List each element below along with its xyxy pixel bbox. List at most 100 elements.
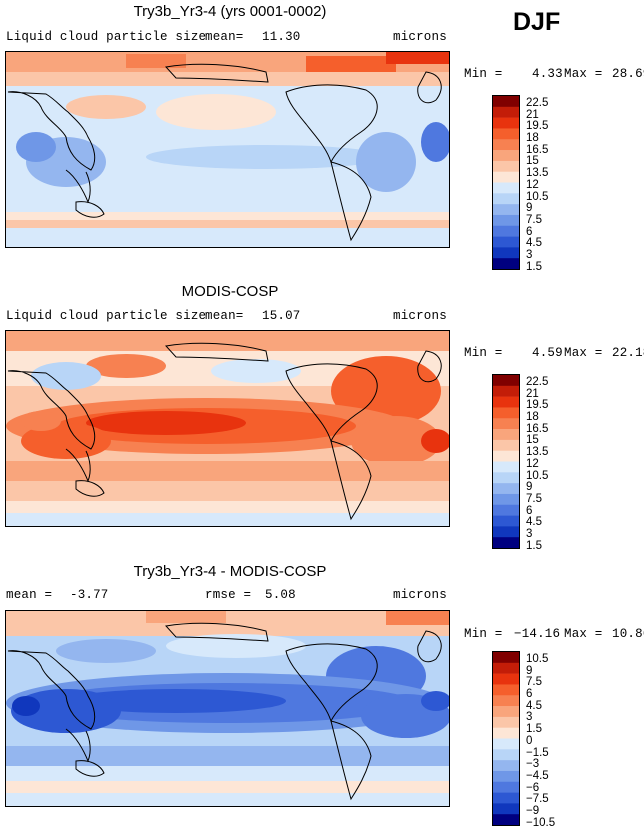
colorbar-tick-label: 19.5	[526, 399, 549, 412]
panel3-mean-value: -3.77	[70, 588, 109, 602]
panel2-map	[5, 330, 450, 527]
panel1-max-value: 28.69	[612, 67, 644, 81]
colorbar-swatch	[493, 695, 519, 707]
colorbar-swatch	[493, 117, 519, 129]
colorbar-swatch	[493, 96, 519, 108]
panel1-colorbar	[492, 95, 520, 270]
colorbar-tick-label: 10.5	[526, 469, 549, 482]
colorbar-tick-label: 22.5	[526, 376, 549, 388]
panel2-min-label: Min =	[464, 346, 503, 360]
colorbar-tick-label: −3	[526, 758, 540, 771]
colorbar-tick-label: 7.5	[526, 213, 542, 226]
colorbar-tick-label: 22.5	[526, 97, 549, 109]
colorbar-tick-label: 12	[526, 178, 539, 191]
colorbar-swatch	[493, 684, 519, 696]
colorbar-tick-label: 3	[526, 527, 533, 540]
colorbar-tick-label: 13.5	[526, 446, 549, 459]
panel3-rmse-label: rmse =	[205, 588, 252, 602]
colorbar-swatch	[493, 652, 519, 664]
colorbar-tick-label: −10.5	[526, 816, 556, 829]
panel3-units: microns	[393, 588, 447, 602]
panel2-units: microns	[393, 309, 447, 323]
colorbar-swatch	[493, 128, 519, 140]
colorbar-swatch	[493, 760, 519, 772]
colorbar-tick-label: −1.5	[526, 746, 549, 759]
panel2-colorbar	[492, 374, 520, 549]
panel3-min-value: −14.16	[514, 627, 561, 641]
colorbar-swatch	[493, 472, 519, 484]
colorbar-swatch	[493, 396, 519, 408]
colorbar-tick-label: 12	[526, 457, 539, 470]
panel1-units: microns	[393, 30, 447, 44]
colorbar-tick-label: 6	[526, 504, 533, 517]
colorbar-tick-label: 4.5	[526, 699, 542, 712]
colorbar-tick-label: 9	[526, 664, 533, 677]
colorbar-swatch	[493, 418, 519, 430]
colorbar-swatch	[493, 450, 519, 462]
panel2-colorbar-swatches	[493, 375, 519, 548]
panel3-colorbar-swatches	[493, 652, 519, 825]
colorbar-swatch	[493, 160, 519, 172]
colorbar-tick-label: 16.5	[526, 143, 549, 156]
colorbar-swatch	[493, 106, 519, 118]
colorbar-tick-label: 21	[526, 108, 539, 121]
colorbar-swatch	[493, 139, 519, 151]
colorbar-swatch	[493, 727, 519, 739]
colorbar-swatch	[493, 258, 519, 269]
colorbar-swatch	[493, 204, 519, 216]
colorbar-swatch	[493, 803, 519, 815]
colorbar-swatch	[493, 439, 519, 451]
colorbar-tick-label: 1.5	[526, 723, 542, 736]
panel2-title: MODIS-COSP	[181, 283, 279, 300]
colorbar-tick-label: −9	[526, 804, 540, 817]
panel3-mean-label: mean =	[6, 588, 53, 602]
season-label: DJF	[513, 8, 561, 36]
colorbar-swatch	[493, 171, 519, 183]
colorbar-swatch	[493, 662, 519, 674]
panel1-colorbar-swatches	[493, 96, 519, 269]
colorbar-tick-label: 7.5	[526, 676, 542, 689]
panel1-min-label: Min =	[464, 67, 503, 81]
colorbar-swatch	[493, 225, 519, 237]
colorbar-swatch	[493, 429, 519, 441]
panel3-max-value: 10.86	[612, 627, 644, 641]
colorbar-swatch	[493, 673, 519, 685]
colorbar-tick-label: −4.5	[526, 769, 549, 782]
colorbar-swatch	[493, 385, 519, 397]
colorbar-swatch	[493, 781, 519, 793]
colorbar-swatch	[493, 706, 519, 718]
colorbar-tick-label: 13.5	[526, 167, 549, 180]
colorbar-swatch	[493, 375, 519, 387]
panel3-max-label: Max =	[564, 627, 603, 641]
colorbar-tick-label: 10.5	[526, 653, 549, 665]
colorbar-swatch	[493, 526, 519, 538]
colorbar-tick-label: 3	[526, 248, 533, 261]
panel2-variable-label: Liquid cloud particle size	[6, 309, 207, 323]
panel3-colorbar-labels: 10.5 9 7.5 6 4.5 3 1.5 0 −1.5 −3 −4.5 −6 −7.5 −9 −10.5	[526, 653, 556, 829]
colorbar-swatch	[493, 150, 519, 162]
colorbar-tick-label: 6	[526, 688, 533, 701]
colorbar-tick-label: 16.5	[526, 422, 549, 435]
colorbar-swatch	[493, 738, 519, 750]
colorbar-swatch	[493, 461, 519, 473]
colorbar-tick-label: 1.5	[526, 260, 542, 273]
colorbar-tick-label: 4.5	[526, 516, 542, 529]
panel3-colorbar	[492, 651, 520, 826]
panel1-variable-label: Liquid cloud particle size	[6, 30, 207, 44]
colorbar-swatch	[493, 214, 519, 227]
colorbar-tick-label: 15	[526, 434, 539, 447]
colorbar-tick-label: 19.5	[526, 120, 549, 133]
colorbar-tick-label: 3	[526, 711, 533, 724]
colorbar-tick-label: 7.5	[526, 492, 542, 505]
panel1-min-value: 4.33	[532, 67, 563, 81]
colorbar-swatch	[493, 770, 519, 783]
colorbar-swatch	[493, 182, 519, 194]
colorbar-tick-label: 1.5	[526, 539, 542, 552]
colorbar-swatch	[493, 247, 519, 259]
colorbar-swatch	[493, 493, 519, 506]
colorbar-swatch	[493, 236, 519, 248]
panel1-colorbar-labels: 22.5 21 19.5 18 16.5 15 13.5 12 10.5 9 7.5 6 4.5 3 1.5	[526, 97, 549, 273]
colorbar-swatch	[493, 515, 519, 527]
colorbar-swatch	[493, 537, 519, 548]
colorbar-tick-label: 9	[526, 481, 533, 494]
